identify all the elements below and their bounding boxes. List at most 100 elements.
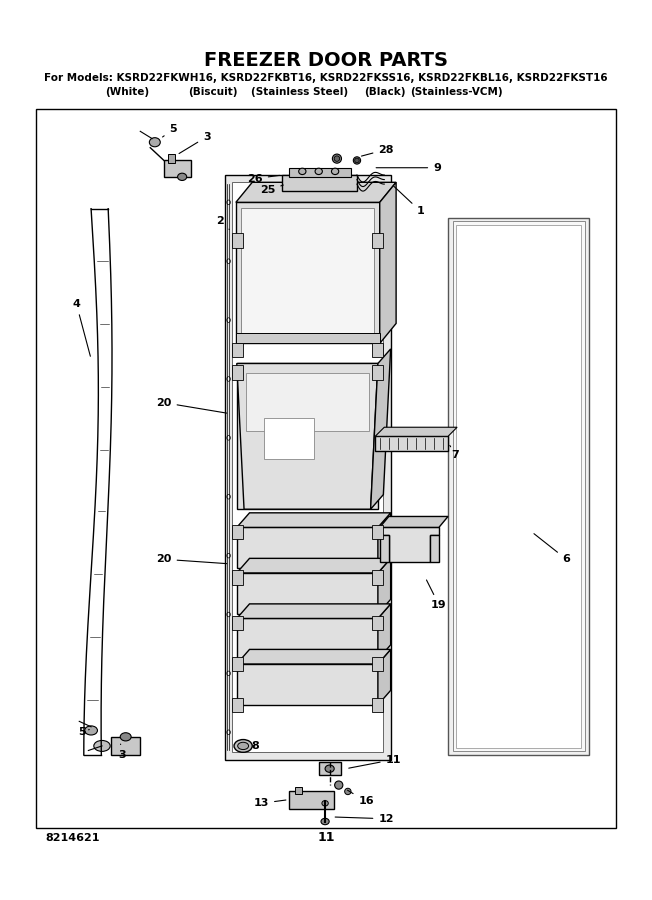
Bar <box>452 221 585 752</box>
Text: FREEZER DOOR PARTS: FREEZER DOOR PARTS <box>204 50 448 70</box>
Text: 13: 13 <box>254 798 286 808</box>
Bar <box>225 175 391 760</box>
Bar <box>232 343 243 357</box>
Ellipse shape <box>234 740 252 752</box>
Text: (Black): (Black) <box>364 87 406 97</box>
Bar <box>236 332 379 344</box>
Ellipse shape <box>227 730 230 734</box>
Ellipse shape <box>353 157 361 164</box>
Bar <box>237 527 378 569</box>
Text: 5: 5 <box>162 124 177 137</box>
Text: 26: 26 <box>247 174 280 184</box>
Text: 8214621: 8214621 <box>46 832 100 843</box>
Bar <box>430 535 439 562</box>
Text: 3: 3 <box>179 131 211 154</box>
Bar <box>237 364 378 509</box>
Ellipse shape <box>177 173 186 181</box>
Polygon shape <box>375 428 457 436</box>
Bar <box>372 525 383 539</box>
Ellipse shape <box>227 494 230 499</box>
Text: (White): (White) <box>105 87 149 97</box>
Bar <box>232 571 243 585</box>
Bar <box>232 616 243 630</box>
Ellipse shape <box>227 612 230 616</box>
Bar <box>264 418 314 459</box>
Ellipse shape <box>227 259 230 264</box>
Text: 4: 4 <box>72 300 91 356</box>
Text: 3: 3 <box>118 744 126 760</box>
Bar <box>375 436 448 451</box>
Bar <box>236 202 379 344</box>
Bar <box>379 535 389 562</box>
Bar <box>289 790 334 809</box>
Text: 7: 7 <box>450 446 459 460</box>
Polygon shape <box>237 604 391 618</box>
Bar <box>232 233 243 248</box>
Bar <box>372 233 383 248</box>
Text: (Stainless Steel): (Stainless Steel) <box>251 87 348 97</box>
Polygon shape <box>379 183 396 344</box>
Ellipse shape <box>227 318 230 322</box>
Text: For Models: KSRD22FKWH16, KSRD22FKBT16, KSRD22FKSS16, KSRD22FKBL16, KSRD22FKST16: For Models: KSRD22FKWH16, KSRD22FKBT16, … <box>44 74 608 84</box>
Ellipse shape <box>315 168 322 175</box>
Ellipse shape <box>321 818 329 824</box>
Polygon shape <box>237 558 391 573</box>
Ellipse shape <box>85 726 97 735</box>
Polygon shape <box>379 527 439 562</box>
Ellipse shape <box>334 781 343 789</box>
Bar <box>295 787 303 794</box>
Ellipse shape <box>149 138 160 147</box>
Bar <box>168 154 175 163</box>
Text: 11: 11 <box>349 754 401 769</box>
Bar <box>237 664 378 705</box>
Bar <box>282 175 357 192</box>
Bar <box>237 618 378 660</box>
Bar <box>456 225 581 748</box>
Text: 1: 1 <box>394 186 424 216</box>
Ellipse shape <box>345 788 351 795</box>
Ellipse shape <box>333 154 342 163</box>
Ellipse shape <box>227 200 230 204</box>
Polygon shape <box>237 513 391 527</box>
Text: 6: 6 <box>534 534 570 564</box>
Bar <box>232 525 243 539</box>
Bar <box>372 365 383 380</box>
Text: 2: 2 <box>216 215 230 230</box>
Text: 12: 12 <box>335 814 394 824</box>
Bar <box>289 167 351 176</box>
Ellipse shape <box>227 671 230 676</box>
Ellipse shape <box>227 554 230 558</box>
Ellipse shape <box>238 742 248 750</box>
Bar <box>246 373 369 431</box>
Bar <box>232 365 243 380</box>
Text: (Biscuit): (Biscuit) <box>188 87 238 97</box>
Polygon shape <box>378 558 391 614</box>
Polygon shape <box>237 650 391 664</box>
Text: 11: 11 <box>318 832 334 844</box>
Bar <box>372 571 383 585</box>
Polygon shape <box>378 604 391 660</box>
Bar <box>232 698 243 712</box>
Ellipse shape <box>120 733 131 741</box>
Bar <box>372 657 383 671</box>
Ellipse shape <box>299 168 306 175</box>
Text: (Stainless-VCM): (Stainless-VCM) <box>410 87 503 97</box>
Polygon shape <box>378 513 391 569</box>
Text: 5: 5 <box>78 727 89 737</box>
Bar <box>237 573 378 614</box>
Text: 19: 19 <box>426 580 447 610</box>
Bar <box>37 109 615 828</box>
Polygon shape <box>370 349 391 509</box>
Bar <box>164 160 191 176</box>
Text: 16: 16 <box>348 790 374 806</box>
Bar <box>232 183 383 752</box>
Bar <box>372 698 383 712</box>
Bar <box>111 737 140 755</box>
Bar <box>372 616 383 630</box>
Bar <box>241 208 374 338</box>
Text: 20: 20 <box>156 398 227 413</box>
Ellipse shape <box>227 436 230 440</box>
Text: 25: 25 <box>260 185 284 195</box>
Polygon shape <box>237 364 378 509</box>
Ellipse shape <box>325 765 334 772</box>
